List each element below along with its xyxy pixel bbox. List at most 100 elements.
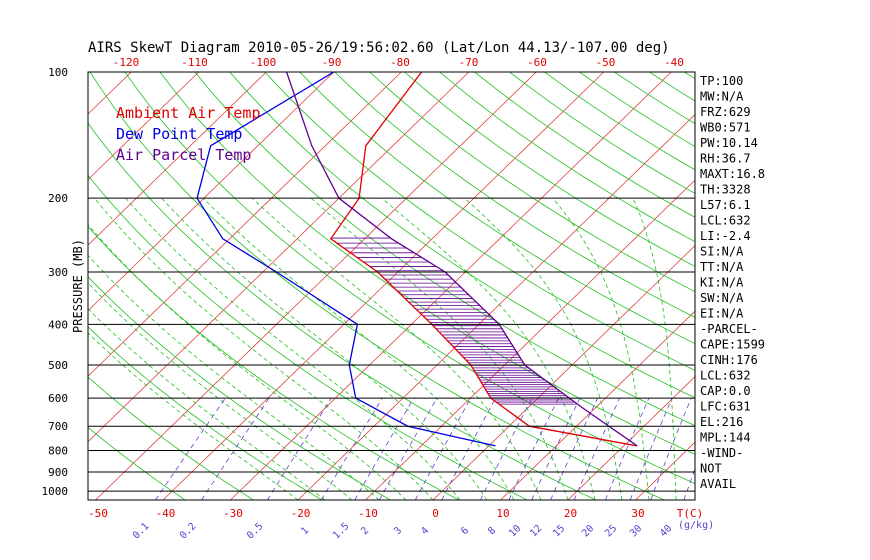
dry-adiabat-line: [88, 426, 186, 500]
stat-line: MW:N/A: [700, 90, 744, 104]
moist-adiabat-line: [252, 197, 542, 500]
mixing-ratio-tick-label: 30: [628, 523, 644, 539]
pressure-tick-label: 600: [48, 392, 68, 405]
isotherm-line: [0, 72, 64, 500]
dry-adiabat-line: [229, 72, 695, 399]
isotherm-line: [88, 72, 335, 312]
mixing-ratio-line: [441, 397, 497, 500]
dry-adiabat-line: [88, 376, 254, 500]
stat-line: SI:N/A: [700, 245, 744, 259]
mixing-ratio-line: [531, 397, 581, 500]
top-temp-tick-label: -100: [250, 56, 277, 69]
pressure-tick-label: 1000: [42, 485, 69, 498]
dry-adiabat-line: [509, 72, 695, 194]
isotherm-line: [365, 179, 695, 500]
stat-line: EL:216: [700, 415, 743, 429]
stat-line: CAP:0.0: [700, 384, 751, 398]
mixing-ratio-tick-label: 1.5: [331, 521, 352, 542]
moist-adiabat-line: [632, 198, 677, 500]
ambient-temp-line: [329, 72, 638, 447]
dry-adiabat-line: [299, 72, 695, 345]
moist-adiabat-line: [94, 197, 434, 500]
mixing-ratio-tick-label: 0.5: [245, 521, 266, 542]
isotherm-line: [771, 72, 870, 500]
bottom-temp-tick-label: -50: [88, 507, 108, 520]
stat-line: AVAIL: [700, 477, 736, 491]
moist-adiabat-line: [464, 197, 623, 500]
stat-line: LCL:632: [700, 369, 751, 383]
moist-adiabat-line: [125, 197, 461, 500]
stat-line: EI:N/A: [700, 307, 744, 321]
isotherm-line: [88, 72, 267, 246]
pressure-tick-label: 100: [48, 66, 68, 79]
top-temp-tick-label: -40: [664, 56, 684, 69]
dry-adiabat-line: [124, 72, 695, 485]
top-temp-tick-label: -80: [390, 56, 410, 69]
stat-line: LI:-2.4: [700, 229, 751, 243]
isotherm-line: [88, 72, 470, 443]
mixing-ratio-tick-label: 6: [459, 525, 471, 537]
mixing-ratio-line: [605, 397, 650, 500]
mixing-ratio-tick-label: 2: [359, 525, 371, 537]
dry-adiabat-line: [88, 174, 528, 500]
mixing-ratio-tick-label: 4: [419, 525, 431, 537]
legend-entry: Dew Point Temp: [116, 125, 242, 143]
pressure-tick-label: 500: [48, 359, 68, 372]
mixing-ratio-line: [354, 397, 415, 500]
moist-adiabat-line: [552, 197, 650, 500]
pressure-tick-label: 200: [48, 192, 68, 205]
bottom-temp-tick-label: -10: [358, 507, 378, 520]
chart-title: AIRS SkewT Diagram 2010-05-26/19:56:02.6…: [88, 40, 670, 56]
stat-line: SW:N/A: [700, 291, 744, 305]
stat-line: KI:N/A: [700, 276, 744, 290]
dewpoint-temp-line: [196, 72, 496, 447]
pressure-tick-label: 300: [48, 266, 68, 279]
stat-line: MAXT:16.8: [700, 167, 765, 181]
dry-adiabat-line: [88, 225, 460, 500]
stat-line: PW:10.14: [700, 136, 758, 150]
isotherm-line: [230, 72, 672, 500]
parcel-temp-line: [285, 72, 638, 447]
bottom-temp-tick-label: 0: [432, 507, 439, 520]
isotherm-line: [432, 245, 695, 500]
pressure-tick-label: 400: [48, 318, 68, 331]
dry-adiabat-line: [88, 326, 323, 500]
moist-adiabat-line: [88, 223, 407, 500]
isotherm-line: [88, 72, 402, 377]
mixing-ratio-line: [378, 397, 438, 500]
bottom-temp-tick-label: -30: [223, 507, 243, 520]
mixing-ratio-line: [650, 397, 692, 500]
mixing-ratio-tick-label: 0.1: [131, 521, 152, 542]
stat-line: -WIND-: [700, 446, 743, 460]
top-temp-tick-label: -50: [596, 56, 616, 69]
mixing-ratio-tick-label: 10: [507, 523, 523, 539]
dry-adiabat-line: [159, 72, 695, 455]
pressure-tick-label: 800: [48, 445, 68, 458]
mixing-ratio-tick-label: 8: [486, 525, 498, 537]
isotherm-line: [838, 72, 870, 500]
isotherm-line: [500, 310, 695, 500]
stat-line: TP:100: [700, 74, 743, 88]
top-temp-tick-label: -70: [459, 56, 479, 69]
bottom-temp-tick-label: 10: [496, 507, 509, 520]
mixing-ratio-tick-label: 3: [392, 525, 404, 537]
bottom-temp-tick-label: -40: [156, 507, 176, 520]
stat-line: -PARCEL-: [700, 322, 758, 336]
dry-adiabat-line: [649, 72, 695, 102]
mixing-ratio-tick-label: 25: [603, 523, 619, 539]
mixing-ratio-line: [320, 397, 383, 500]
moist-adiabat-line: [88, 308, 326, 500]
dry-adiabat-line: [404, 72, 695, 267]
dry-adiabat-line: [264, 72, 695, 371]
stat-line: LFC:631: [700, 400, 751, 414]
mixing-ratio-tick-label: 40: [658, 523, 674, 539]
isotherm-line: [88, 72, 132, 115]
moist-adiabat-line: [88, 254, 380, 500]
mixing-ratio-line: [508, 397, 560, 500]
bottom-temp-unit: T(C): [677, 507, 704, 520]
isotherm-line: [567, 376, 695, 500]
top-temp-tick-label: -60: [527, 56, 547, 69]
top-temp-tick-label: -110: [181, 56, 208, 69]
